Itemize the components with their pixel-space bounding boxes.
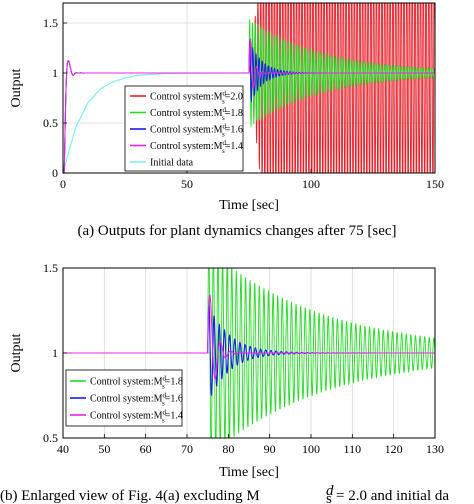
legend-label: Initial data (150, 158, 194, 169)
ticks-b: 40 50 60 70 80 90 100 110 120 130 0.5 1 1.5 (43, 261, 444, 456)
y-tick-label: 0.5 (43, 116, 58, 130)
axes-frame-a (62, 2, 436, 174)
y-tick-label: 1.5 (43, 16, 58, 30)
legend-label: Control system:Md s=1.8 (90, 375, 183, 391)
x-tick-label: 80 (222, 442, 234, 456)
y-tick-label: 0 (52, 166, 58, 180)
y-tick-label: 1 (52, 346, 58, 360)
caption-b-main: (b) Enlarged view of Fig. 4(a) excluding… (0, 488, 260, 504)
legend-label: Control system:Md s=1.4 (90, 409, 183, 425)
series-a (63, 3, 435, 173)
x-tick-label: 40 (57, 442, 69, 456)
x-tick-label: 150 (426, 177, 444, 191)
x-tick-label: 100 (302, 177, 320, 191)
panel-a: 0 50 100 150 0 0.5 1 1.5 Control system:Md s=2.0… (9, 2, 444, 239)
panel-b: 40 50 60 70 80 90 100 110 120 130 0.5 1 1.5 Control … (0, 261, 449, 504)
x-tick-label: 100 (302, 442, 320, 456)
legend-label: Control system:Md s=1.8 (150, 106, 243, 122)
x-tick-label: 90 (264, 442, 276, 456)
legend-label: Control system:Md s=2.0 (150, 90, 243, 106)
caption-b-tail: = 2.0 and initial da (336, 488, 449, 504)
series-ms-1-4 (63, 294, 435, 379)
caption-b: (b) Enlarged view of Fig. 4(a) excluding… (0, 483, 449, 504)
y-tick-label: 1.5 (43, 261, 58, 275)
ylabel-b: Output (9, 333, 24, 372)
ylabel-a: Output (9, 68, 24, 107)
x-tick-label: 70 (181, 442, 193, 456)
xlabel-b: Time [sec] (219, 465, 279, 480)
x-tick-label: 0 (60, 177, 66, 191)
xlabel-a: Time [sec] (219, 198, 279, 213)
series-ms-1-4 (63, 37, 435, 173)
caption-a: (a) Outputs for plant dynamics changes a… (77, 223, 396, 239)
x-tick-label: 110 (344, 442, 362, 456)
x-tick-label: 130 (426, 442, 444, 456)
plot-area-a (63, 3, 435, 173)
x-tick-label: 60 (140, 442, 152, 456)
y-tick-label: 0.5 (43, 431, 58, 445)
caption-b-sup: d (326, 483, 334, 499)
legend-label: Control system:Md s=1.4 (150, 139, 243, 155)
series-b (63, 268, 435, 438)
legend-label: Control system:Md s=1.6 (90, 392, 183, 408)
ticks-a: 0 50 100 150 0 0.5 1 1.5 (43, 16, 444, 191)
x-tick-label: 50 (98, 442, 110, 456)
legend-label: Control system:Md s=1.6 (150, 123, 243, 139)
x-tick-label: 120 (385, 442, 403, 456)
y-tick-label: 1 (52, 66, 58, 80)
x-tick-label: 50 (181, 177, 193, 191)
caption-b-sub: s (326, 491, 332, 504)
